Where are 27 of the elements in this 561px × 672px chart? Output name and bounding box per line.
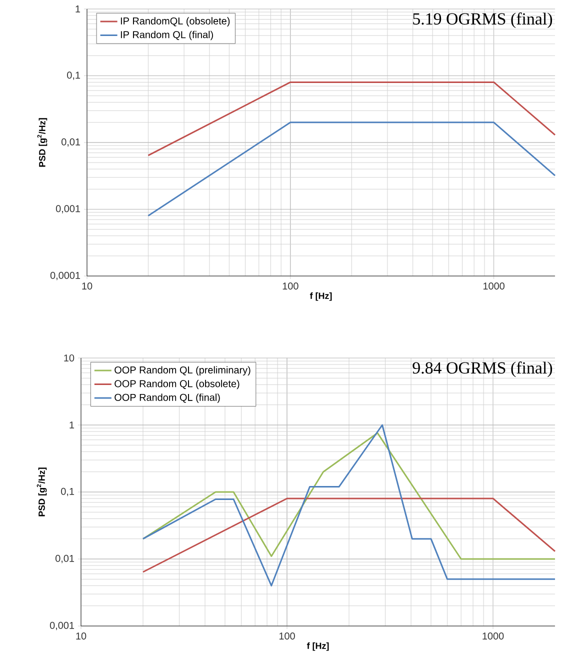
y-tick-label: 10 [64, 354, 74, 362]
legend-label: OOP Random QL (final) [114, 394, 220, 403]
y-tick-label: 1 [70, 422, 74, 428]
y-axis-title: PSD [g$^{2}$/Hz] [37, 118, 48, 167]
y-tick-label: 0,1 [67, 72, 80, 80]
x-axis-title: f [Hz] [310, 292, 332, 301]
y-tick-label: 0,001 [56, 205, 80, 214]
x-tick-label: 1000 [482, 632, 504, 640]
x-tick-label: 10 [82, 282, 92, 290]
legend-label: OOP Random QL (preliminary) [114, 366, 250, 376]
annotation: 5.19 OGRMS (final) [413, 12, 552, 28]
y-axis-title: PSD [g$^{2}$/Hz] [36, 468, 47, 516]
x-tick-label: 100 [282, 282, 298, 290]
y-tick-label: 0,001 [50, 622, 74, 630]
legend-label: OOP Random QL (obsolete) [114, 380, 240, 390]
x-axis-title: f [Hz] [306, 642, 329, 651]
legend-label: IP RandomQL (obsolete) [120, 17, 230, 26]
y-tick-label: 0,0001 [50, 272, 80, 280]
x-tick-label: 100 [279, 632, 295, 640]
annotation: 9.84 OGRMS (final) [412, 362, 552, 378]
y-tick-label: 1 [76, 6, 80, 12]
y-tick-label: 0,1 [61, 488, 74, 496]
x-tick-label: 1000 [483, 282, 504, 290]
legend-label: IP Random QL (final) [120, 30, 213, 40]
y-tick-label: 0,01 [62, 138, 80, 147]
y-tick-label: 0,01 [55, 554, 74, 564]
x-tick-label: 10 [76, 632, 86, 640]
